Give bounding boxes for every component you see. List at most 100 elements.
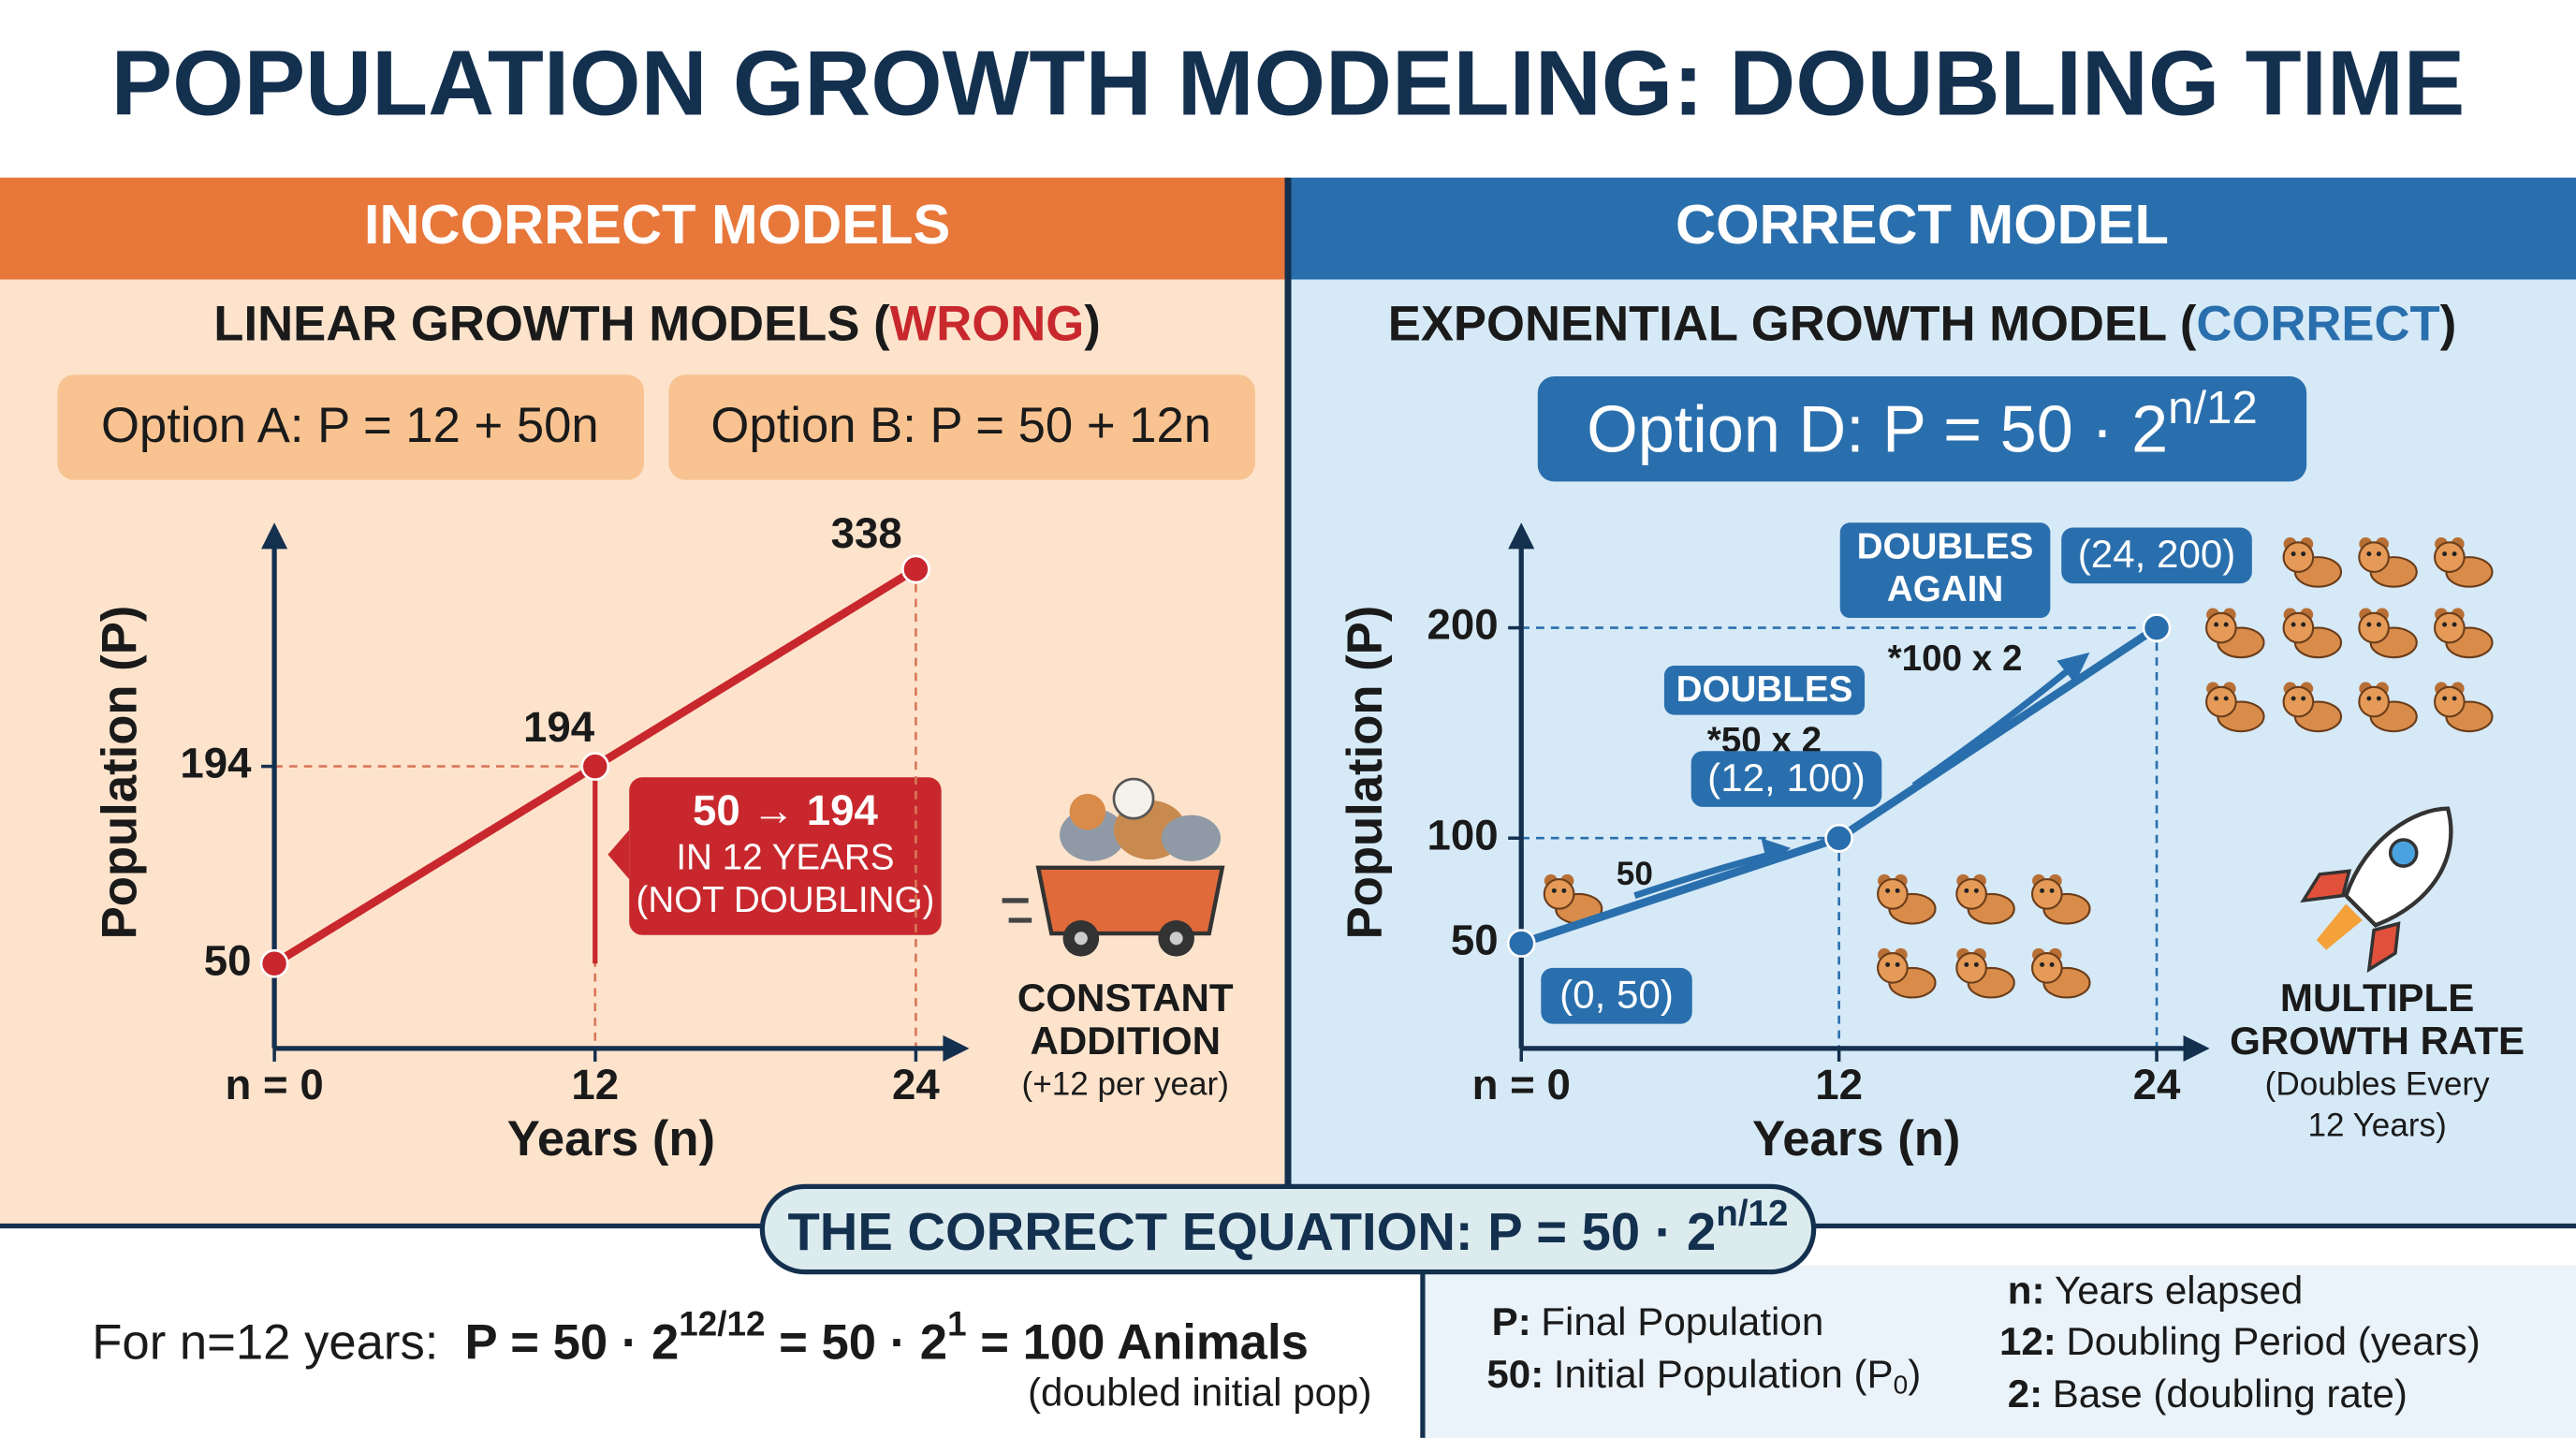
animal-eye: [1885, 888, 1891, 893]
animal-eye: [2376, 696, 2381, 701]
side-note: CONSTANT: [1017, 976, 1234, 1020]
x-tick-label: n = 0: [1472, 1061, 1571, 1108]
equation-text: THE CORRECT EQUATION: P = 50 · 2n/12: [788, 1194, 1789, 1261]
option-d: Option D: P = 50 · 2n/12: [1587, 383, 2258, 465]
definition-text: ): [1908, 1352, 1921, 1396]
animal-icon: [2358, 537, 2418, 588]
animal-eye: [2291, 551, 2296, 557]
data-point: [901, 554, 930, 584]
side-note: ADDITION: [1030, 1019, 1221, 1063]
y-axis-label: Population (P): [1338, 606, 1393, 940]
animal-head: [2282, 541, 2315, 573]
callout-pointer: [607, 829, 630, 880]
cart-icon: [1002, 777, 1225, 957]
animal-head: [2205, 611, 2237, 644]
animal-head: [1877, 952, 1909, 984]
point-label: (0, 50): [1559, 973, 1674, 1017]
animal-icon: [2434, 682, 2494, 733]
x-axis-label: Years (n): [507, 1111, 715, 1167]
axis-arrow: [943, 1034, 970, 1062]
x-tick-label: 24: [892, 1061, 940, 1108]
animal-icon: [2434, 537, 2494, 588]
side-note: GROWTH RATE: [2230, 1019, 2525, 1063]
animal-eye: [2452, 696, 2457, 701]
animal-icon: [1955, 873, 2015, 925]
example-note: (doubled initial pop): [1028, 1370, 1372, 1414]
animal-eye: [2442, 551, 2448, 557]
axis-arrow: [2183, 1034, 2210, 1062]
animal-icon: [2358, 608, 2418, 659]
data-point: [580, 752, 610, 781]
subtitle-emphasis: WRONG: [890, 296, 1085, 351]
side-note: MULTIPLE: [2280, 976, 2474, 1020]
definition: n: Years elapsed: [2008, 1269, 2304, 1313]
annotation-box: [1839, 522, 2051, 619]
animal-eye: [2366, 551, 2372, 557]
annotation: DOUBLES: [1857, 527, 2034, 567]
x-tick-label: n = 0: [225, 1061, 323, 1108]
animal-head: [1877, 878, 1909, 910]
animal-icon: [1877, 873, 1937, 925]
callout-line: 50 → 194: [693, 786, 878, 834]
animal-eye: [2223, 696, 2229, 701]
left-header-bar: [0, 177, 1288, 280]
subtitle-part: ): [2440, 296, 2457, 351]
x-axis-label: Years (n): [1752, 1111, 1960, 1167]
animal-eye: [2049, 888, 2055, 893]
animal-eye: [2452, 622, 2457, 627]
animal-eye: [2301, 551, 2306, 557]
point-label-box: [1541, 967, 1692, 1024]
animal-eye: [2452, 551, 2457, 557]
animal-eye: [2376, 551, 2381, 557]
animal-eye: [1964, 888, 1969, 893]
animal-head: [2434, 541, 2466, 573]
definition-text: Doubling Period (years): [2066, 1319, 2480, 1363]
definition-key: 50:: [1486, 1352, 1544, 1396]
example-part: = 50 · 2: [765, 1314, 947, 1370]
subtitle-emphasis: CORRECT: [2196, 296, 2439, 351]
animal-eye: [2291, 696, 2296, 701]
y-tick-label: 100: [1427, 811, 1499, 858]
animal-head: [2358, 541, 2390, 573]
callout-line: (NOT DOUBLING): [636, 880, 934, 920]
definition-key: P:: [1492, 1299, 1531, 1343]
definition-text: Years elapsed: [2055, 1269, 2303, 1313]
axis-arrow: [261, 522, 288, 550]
annotation-box: [1663, 665, 1866, 715]
annotation: 50: [1617, 856, 1653, 892]
subtitle-part: LINEAR GROWTH MODELS (: [213, 296, 890, 351]
point-label: (12, 100): [1707, 756, 1866, 800]
y-tick-label: 200: [1427, 601, 1499, 649]
point-label: 338: [831, 509, 902, 557]
y-tick-label: 50: [204, 936, 252, 984]
animal-eye: [2214, 696, 2219, 701]
callout-box: [629, 777, 942, 935]
animal-icon: [2031, 873, 2091, 925]
animal-eye: [1973, 961, 1979, 967]
animal-eye: [2366, 696, 2372, 701]
animal-head: [2031, 878, 2063, 910]
animal-head: [2358, 685, 2390, 718]
equation-banner: [759, 1183, 1817, 1275]
definition-text: Base (doubling rate): [2053, 1372, 2408, 1416]
animal-eye: [2442, 696, 2448, 701]
example-part: P = 50 · 2: [465, 1314, 680, 1370]
animal-icon: [2282, 537, 2343, 588]
animal-head: [1955, 952, 1987, 984]
annotation: *100 x 2: [1888, 638, 2023, 679]
animal-eye: [2366, 622, 2372, 627]
subtitle-part: ): [1084, 296, 1101, 351]
formula-base: Option D: P = 50 · 2: [1587, 391, 2168, 465]
left-header: INCORRECT MODELS: [364, 193, 950, 256]
definition-key: n:: [2008, 1269, 2045, 1313]
animal-eye: [1551, 888, 1557, 893]
animal-head: [2358, 611, 2390, 644]
point-label: (24, 200): [2078, 532, 2236, 576]
data-point: [1824, 823, 1853, 853]
definition-text: Final Population: [1541, 1299, 1823, 1343]
animal-eye: [1895, 888, 1900, 893]
animal-eye: [2223, 622, 2229, 627]
right-header: CORRECT MODEL: [1676, 193, 2169, 256]
example-exponent: 12/12: [679, 1304, 765, 1343]
definition: P: Final Population: [1492, 1299, 1824, 1343]
